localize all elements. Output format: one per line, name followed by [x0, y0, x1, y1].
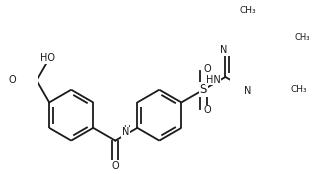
Text: CH₃: CH₃: [291, 85, 307, 94]
Text: O: O: [111, 161, 119, 171]
Text: CH₃: CH₃: [239, 6, 256, 15]
Text: HN: HN: [205, 75, 220, 85]
Text: HO: HO: [40, 53, 56, 64]
Text: H: H: [123, 125, 130, 134]
Text: N: N: [220, 45, 228, 55]
Text: N: N: [245, 86, 252, 96]
Text: S: S: [200, 83, 207, 96]
Text: O: O: [203, 105, 211, 115]
Text: N: N: [122, 127, 129, 137]
Text: O: O: [8, 75, 16, 85]
Text: CH₃: CH₃: [295, 33, 310, 42]
Text: O: O: [203, 64, 211, 74]
